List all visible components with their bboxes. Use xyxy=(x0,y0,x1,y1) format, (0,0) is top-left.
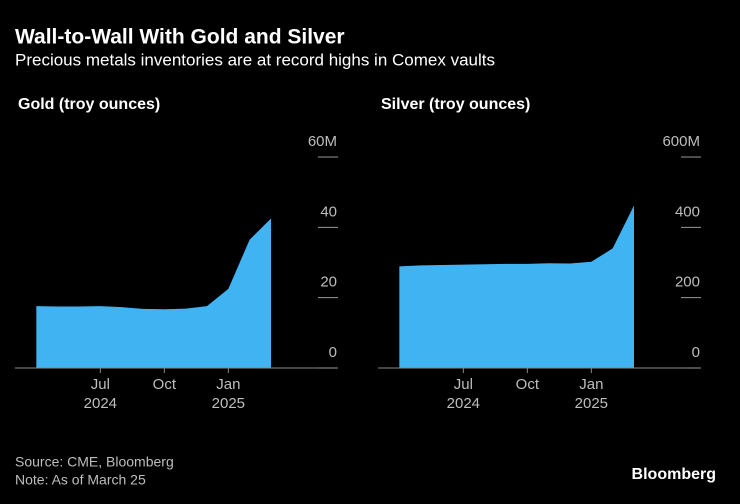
x-tick-year: 2024 xyxy=(84,395,117,412)
subtitle: Precious metals inventories are at recor… xyxy=(15,50,495,69)
x-tick-label: Jan xyxy=(579,376,603,393)
panel-title: Silver (troy ounces) xyxy=(381,96,530,113)
logo: Bloomberg xyxy=(632,466,716,483)
y-tick-label: 600M xyxy=(662,133,700,150)
area xyxy=(36,218,272,368)
y-tick-label: 200 xyxy=(675,274,700,291)
y-tick-label: 40 xyxy=(320,203,337,220)
panel-title: Gold (troy ounces) xyxy=(18,96,160,113)
y-tick-label: 400 xyxy=(675,203,700,220)
x-tick-label: Oct xyxy=(516,376,540,393)
x-tick-label: Jul xyxy=(454,376,473,393)
x-tick-year: 2025 xyxy=(212,395,245,412)
y-tick-label: 20 xyxy=(320,274,337,291)
y-tick-label: 0 xyxy=(692,344,700,361)
x-tick-year: 2025 xyxy=(575,395,608,412)
x-tick-label: Jul xyxy=(91,376,110,393)
x-tick-year: 2024 xyxy=(447,395,480,412)
x-tick-label: Oct xyxy=(153,376,177,393)
y-tick-label: 60M xyxy=(308,133,337,150)
y-tick-label: 0 xyxy=(329,344,337,361)
area xyxy=(399,205,634,368)
x-tick-label: Jan xyxy=(216,376,240,393)
title: Wall-to-Wall With Gold and Silver xyxy=(15,26,345,49)
source: Source: CME, Bloomberg xyxy=(15,454,174,470)
note: Note: As of March 25 xyxy=(15,472,146,488)
